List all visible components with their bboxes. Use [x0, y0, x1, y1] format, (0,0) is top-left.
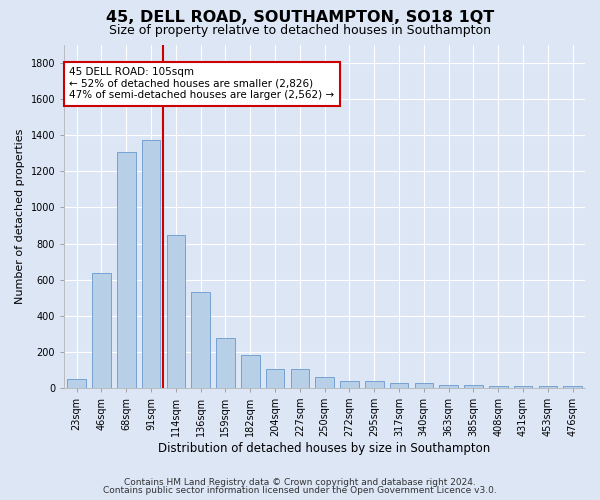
Bar [92, 274, 111, 388]
Text: Contains public sector information licensed under the Open Government Licence v3: Contains public sector information licen… [103, 486, 497, 495]
Text: 45 DELL ROAD: 105sqm
← 52% of detached houses are smaller (2,826)
47% of semi-de: 45 DELL ROAD: 105sqm ← 52% of detached h… [70, 68, 335, 100]
Bar [241, 354, 260, 388]
Bar [316, 376, 334, 388]
Bar [563, 386, 582, 388]
Text: Size of property relative to detached houses in Southampton: Size of property relative to detached ho… [109, 24, 491, 37]
Y-axis label: Number of detached properties: Number of detached properties [15, 129, 25, 304]
Bar [340, 381, 359, 388]
Text: 45, DELL ROAD, SOUTHAMPTON, SO18 1QT: 45, DELL ROAD, SOUTHAMPTON, SO18 1QT [106, 10, 494, 26]
Bar [415, 383, 433, 388]
Bar [167, 236, 185, 388]
Bar [117, 152, 136, 388]
Bar [216, 338, 235, 388]
Bar [67, 379, 86, 388]
Bar [390, 383, 409, 388]
Bar [464, 385, 483, 388]
Bar [439, 385, 458, 388]
Bar [266, 370, 284, 388]
Text: Contains HM Land Registry data © Crown copyright and database right 2024.: Contains HM Land Registry data © Crown c… [124, 478, 476, 487]
Bar [365, 381, 383, 388]
Bar [489, 386, 508, 388]
X-axis label: Distribution of detached houses by size in Southampton: Distribution of detached houses by size … [158, 442, 491, 455]
Bar [514, 386, 532, 388]
Bar [142, 140, 160, 388]
Bar [191, 292, 210, 388]
Bar [539, 386, 557, 388]
Bar [290, 370, 309, 388]
